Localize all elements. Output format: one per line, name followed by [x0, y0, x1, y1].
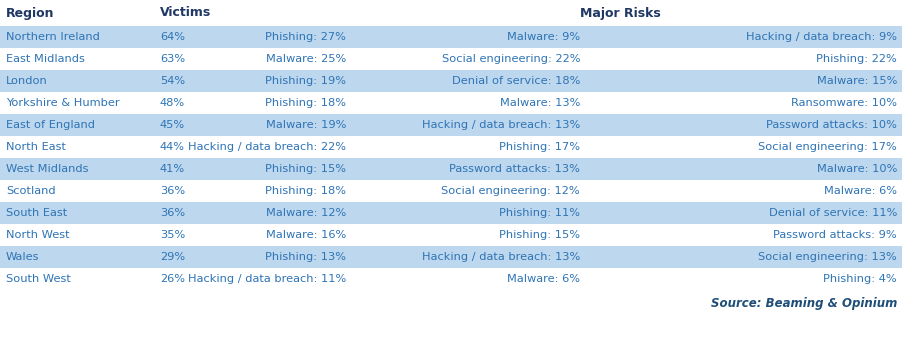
Text: South West: South West — [6, 274, 71, 284]
Text: Ransomware: 10%: Ransomware: 10% — [791, 98, 897, 108]
Text: Phishing: 27%: Phishing: 27% — [265, 32, 346, 42]
Text: Malware: 9%: Malware: 9% — [507, 32, 580, 42]
Text: 36%: 36% — [160, 186, 185, 196]
Bar — [0, 48, 902, 70]
Text: Phishing: 13%: Phishing: 13% — [265, 252, 346, 262]
Text: Malware: 10%: Malware: 10% — [816, 164, 897, 174]
Text: Yorkshire & Humber: Yorkshire & Humber — [6, 98, 120, 108]
Text: Malware: 19%: Malware: 19% — [265, 120, 346, 130]
Text: Northern Ireland: Northern Ireland — [6, 32, 100, 42]
Text: Phishing: 19%: Phishing: 19% — [265, 76, 346, 86]
Text: East of England: East of England — [6, 120, 95, 130]
Bar — [0, 224, 902, 246]
Text: Password attacks: 9%: Password attacks: 9% — [773, 230, 897, 240]
Bar — [0, 268, 902, 290]
Text: 29%: 29% — [160, 252, 185, 262]
Text: Phishing: 15%: Phishing: 15% — [265, 164, 346, 174]
Text: Hacking / data breach: 13%: Hacking / data breach: 13% — [422, 120, 580, 130]
Bar — [0, 0, 902, 26]
Text: Denial of service: 18%: Denial of service: 18% — [452, 76, 580, 86]
Text: Social engineering: 13%: Social engineering: 13% — [759, 252, 897, 262]
Text: Social engineering: 22%: Social engineering: 22% — [441, 54, 580, 64]
Text: Social engineering: 17%: Social engineering: 17% — [759, 142, 897, 152]
Text: 44%: 44% — [160, 142, 185, 152]
Bar — [0, 114, 902, 136]
Text: London: London — [6, 76, 48, 86]
Text: Phishing: 4%: Phishing: 4% — [824, 274, 897, 284]
Text: 54%: 54% — [160, 76, 185, 86]
Text: 48%: 48% — [160, 98, 185, 108]
Text: Malware: 16%: Malware: 16% — [266, 230, 346, 240]
Bar — [0, 70, 902, 92]
Bar — [0, 180, 902, 202]
Text: Region: Region — [6, 6, 54, 19]
Bar — [0, 158, 902, 180]
Text: 35%: 35% — [160, 230, 185, 240]
Text: 41%: 41% — [160, 164, 185, 174]
Text: Social engineering: 12%: Social engineering: 12% — [441, 186, 580, 196]
Text: Phishing: 11%: Phishing: 11% — [499, 208, 580, 218]
Text: Phishing: 18%: Phishing: 18% — [265, 186, 346, 196]
Text: Hacking / data breach: 22%: Hacking / data breach: 22% — [188, 142, 346, 152]
Text: Phishing: 17%: Phishing: 17% — [499, 142, 580, 152]
Text: Malware: 15%: Malware: 15% — [816, 76, 897, 86]
Text: 64%: 64% — [160, 32, 185, 42]
Text: Wales: Wales — [6, 252, 40, 262]
Text: 26%: 26% — [160, 274, 185, 284]
Bar — [0, 202, 902, 224]
Bar — [0, 26, 902, 48]
Text: Denial of service: 11%: Denial of service: 11% — [769, 208, 897, 218]
Text: Phishing: 18%: Phishing: 18% — [265, 98, 346, 108]
Text: 36%: 36% — [160, 208, 185, 218]
Text: Hacking / data breach: 9%: Hacking / data breach: 9% — [746, 32, 897, 42]
Text: Victims: Victims — [160, 6, 211, 19]
Text: Malware: 25%: Malware: 25% — [266, 54, 346, 64]
Bar — [0, 246, 902, 268]
Bar — [0, 136, 902, 158]
Text: 63%: 63% — [160, 54, 185, 64]
Text: Password attacks: 10%: Password attacks: 10% — [766, 120, 897, 130]
Text: North East: North East — [6, 142, 66, 152]
Text: Malware: 12%: Malware: 12% — [266, 208, 346, 218]
Text: Password attacks: 13%: Password attacks: 13% — [449, 164, 580, 174]
Text: Phishing: 22%: Phishing: 22% — [816, 54, 897, 64]
Text: Phishing: 15%: Phishing: 15% — [499, 230, 580, 240]
Bar — [0, 92, 902, 114]
Text: Hacking / data breach: 11%: Hacking / data breach: 11% — [188, 274, 346, 284]
Text: Source: Beaming & Opinium: Source: Beaming & Opinium — [711, 297, 897, 311]
Text: South East: South East — [6, 208, 68, 218]
Text: Hacking / data breach: 13%: Hacking / data breach: 13% — [422, 252, 580, 262]
Text: Malware: 6%: Malware: 6% — [507, 274, 580, 284]
Text: Scotland: Scotland — [6, 186, 56, 196]
Text: Malware: 6%: Malware: 6% — [824, 186, 897, 196]
Text: West Midlands: West Midlands — [6, 164, 88, 174]
Text: Malware: 13%: Malware: 13% — [500, 98, 580, 108]
Text: Major Risks: Major Risks — [580, 6, 660, 19]
Text: 45%: 45% — [160, 120, 185, 130]
Text: East Midlands: East Midlands — [6, 54, 85, 64]
Text: North West: North West — [6, 230, 69, 240]
